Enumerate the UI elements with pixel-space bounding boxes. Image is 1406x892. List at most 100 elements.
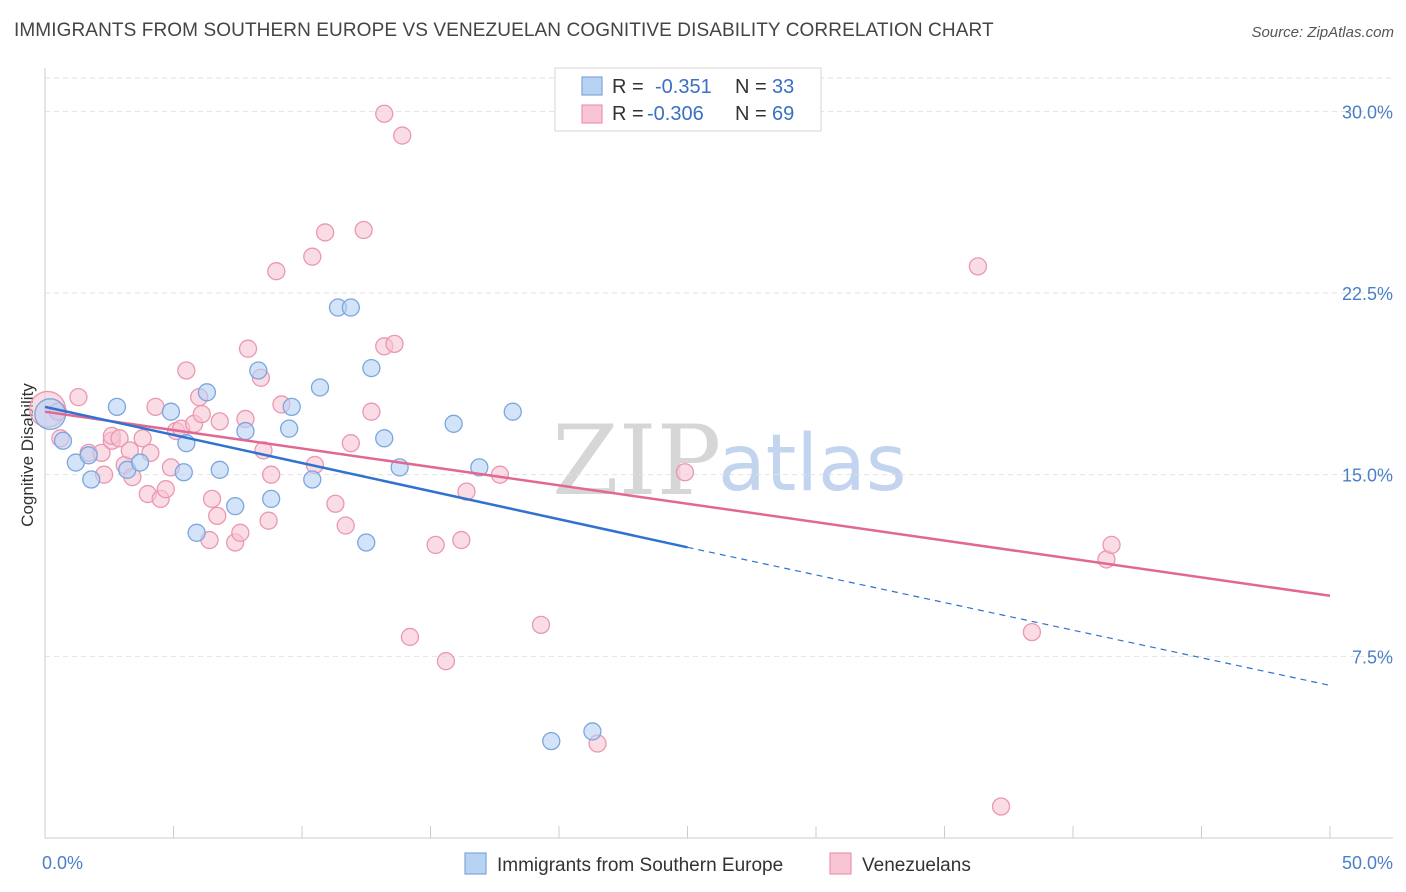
- southern-europe-point: [503, 402, 522, 421]
- southern-europe-point: [82, 470, 101, 489]
- venezuelans-point: [262, 465, 281, 484]
- venezuelans-point: [69, 388, 88, 407]
- southern-europe-point: [197, 383, 217, 402]
- venezuelans-point: [120, 441, 139, 460]
- y-tick-label: 15.0%: [1342, 466, 1393, 486]
- x-tick-labels: 0.0% 50.0%: [42, 853, 1393, 873]
- chart-title: IMMIGRANTS FROM SOUTHERN EUROPE VS VENEZ…: [14, 20, 994, 41]
- legend-r-value-blue: -0.351: [655, 76, 712, 98]
- southern-europe-point: [210, 460, 229, 479]
- venezuelans-point: [1102, 535, 1121, 555]
- venezuelans-point: [675, 463, 695, 482]
- venezuelans-point: [400, 627, 420, 647]
- watermark: ZIP atlas: [552, 405, 907, 517]
- venezuelans-point: [1022, 622, 1042, 642]
- legend-n-label-pink: N =: [735, 103, 767, 125]
- venezuelans-point: [315, 223, 335, 242]
- venezuelans-point: [991, 797, 1011, 816]
- legend-swatch-pink: [581, 104, 603, 124]
- venezuelans-point: [208, 506, 227, 525]
- southern-europe-point: [226, 497, 245, 516]
- venezuelans-point: [210, 412, 229, 431]
- southern-europe-points: [34, 298, 602, 751]
- venezuelans-point: [259, 511, 278, 530]
- legend-r-label-blue: R =: [612, 76, 644, 98]
- southern-europe-point: [303, 470, 322, 489]
- legend-n-value-pink: 69: [772, 103, 794, 125]
- venezuelans-point: [177, 361, 196, 380]
- venezuelans-point: [393, 126, 412, 145]
- venezuelans-point: [326, 494, 345, 513]
- southern-europe-point: [262, 489, 281, 509]
- y-tick-label: 7.5%: [1352, 647, 1393, 667]
- bottom-legend-swatch-blue: [464, 852, 487, 875]
- southern-europe-point: [341, 298, 360, 317]
- venezuelans-point: [436, 652, 456, 671]
- venezuelans-point: [968, 257, 988, 276]
- watermark-zip: ZIP: [552, 405, 721, 517]
- southern-europe-point: [187, 523, 206, 542]
- venezuelans-point: [238, 339, 258, 358]
- venezuelans-point: [341, 434, 360, 453]
- grid: [45, 77, 1393, 657]
- chart-source: Source: ZipAtlas.com: [1251, 24, 1394, 41]
- trend-lines: [44, 405, 1331, 686]
- legend-r-label-pink: R =: [612, 103, 644, 125]
- venezuelans-point: [490, 465, 510, 484]
- y-tick-label: 22.5%: [1342, 284, 1393, 304]
- y-tick-label: 30.0%: [1342, 102, 1393, 122]
- southern-europe-point: [161, 402, 181, 421]
- southern-europe-point: [362, 358, 381, 378]
- legend-n-label-blue: N =: [735, 76, 767, 98]
- southern-europe-point: [470, 458, 489, 477]
- venezuelans-point: [110, 429, 129, 448]
- southern-europe-trend-line: [44, 405, 688, 549]
- southern-europe-point: [542, 731, 561, 751]
- venezuelans-point: [231, 523, 250, 542]
- southern-europe-point: [53, 431, 73, 450]
- southern-europe-point: [236, 421, 255, 441]
- venezuelans-trend-line: [44, 410, 1331, 598]
- southern-europe-point: [282, 397, 301, 416]
- southern-europe-point: [107, 397, 127, 416]
- legend-r-value-pink: -0.306: [647, 103, 704, 125]
- venezuelans-point: [133, 429, 152, 448]
- southern-europe-point: [174, 463, 193, 482]
- venezuelans-point: [531, 615, 551, 634]
- x-tick-label-end: 50.0%: [1342, 853, 1393, 873]
- southern-europe-point: [249, 361, 268, 380]
- y-tick-labels: 7.5% 15.0% 22.5% 30.0%: [1342, 102, 1393, 667]
- venezuelans-point: [303, 247, 322, 266]
- axes: [44, 68, 1393, 839]
- southern-europe-point: [357, 533, 376, 552]
- venezuelans-point: [336, 516, 355, 535]
- southern-europe-point: [583, 722, 602, 741]
- venezuelans-point: [267, 262, 286, 281]
- southern-europe-trend-extension: [687, 546, 1331, 686]
- legend-n-value-blue: 33: [772, 76, 794, 98]
- bottom-legend-swatch-pink: [829, 852, 852, 875]
- southern-europe-point: [310, 378, 330, 397]
- bottom-legend-label-blue: Immigrants from Southern Europe: [497, 855, 783, 876]
- venezuelans-point: [452, 530, 471, 550]
- venezuelans-point: [156, 480, 175, 499]
- southern-europe-point: [130, 453, 150, 472]
- southern-europe-point: [279, 419, 299, 438]
- venezuelans-point: [202, 489, 222, 509]
- venezuelans-point: [354, 220, 373, 240]
- venezuelans-point: [192, 404, 211, 424]
- bottom-legend-label-pink: Venezuelans: [862, 855, 971, 876]
- bottom-legend: Immigrants from Southern Europe Venezuel…: [464, 852, 971, 876]
- top-legend: R = -0.351 N = 33 R = -0.306 N = 69: [554, 67, 822, 132]
- legend-swatch-blue: [581, 76, 603, 96]
- southern-europe-point: [79, 446, 98, 465]
- southern-europe-point: [444, 414, 463, 433]
- x-tick-label-start: 0.0%: [42, 853, 83, 873]
- southern-europe-point: [375, 429, 394, 448]
- venezuelans-point: [362, 402, 381, 421]
- venezuelans-point: [385, 334, 404, 354]
- venezuelans-point: [426, 535, 445, 555]
- venezuelans-point: [375, 104, 394, 123]
- watermark-atlas: atlas: [718, 419, 907, 509]
